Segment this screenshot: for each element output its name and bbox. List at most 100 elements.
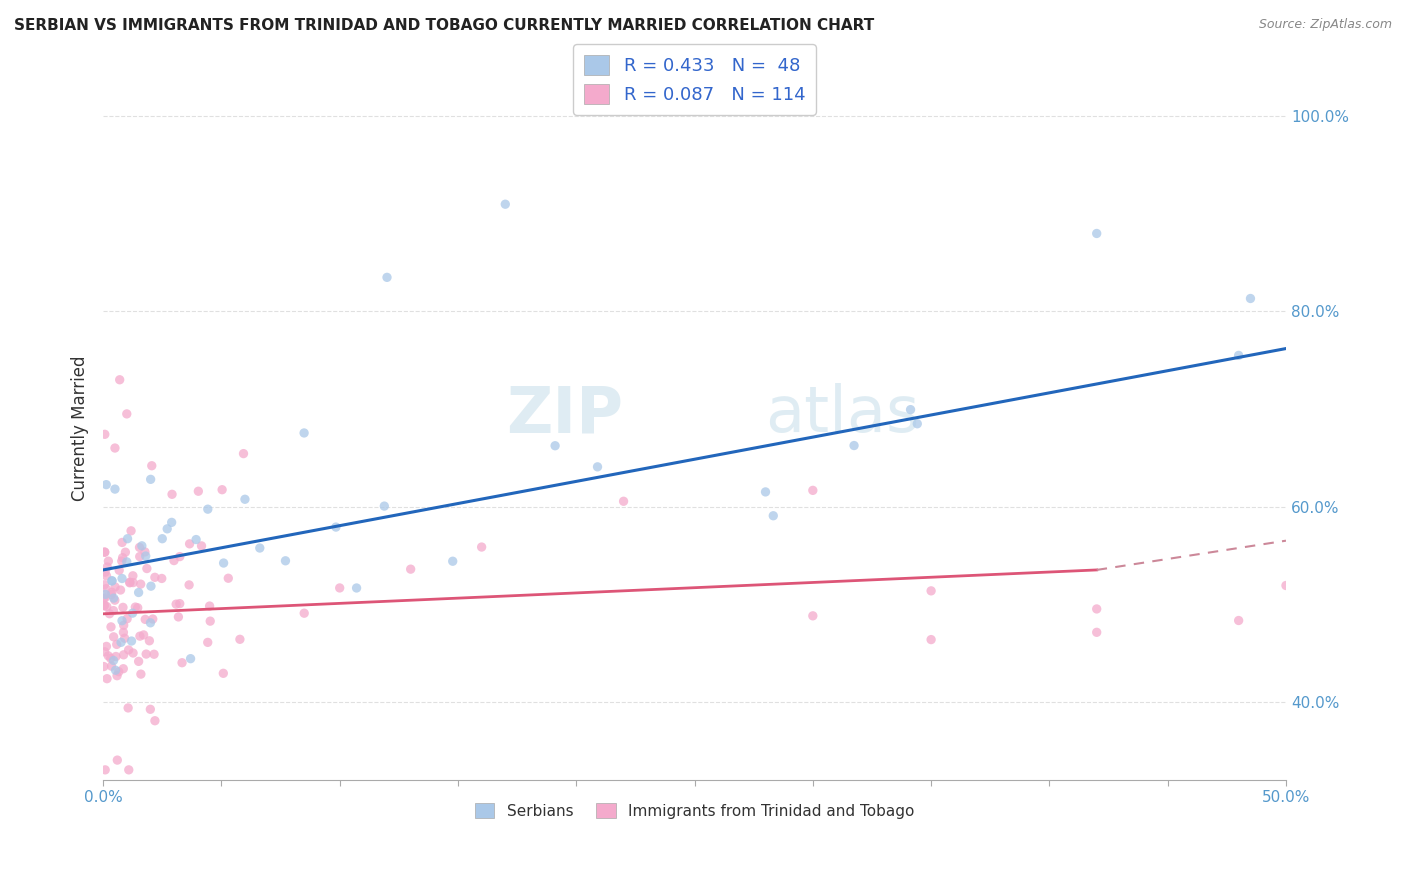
Point [96, 569, 118, 583]
Point [160, 516, 183, 530]
Point [111, 535, 134, 549]
Text: SERBIAN VS IMMIGRANTS FROM TRINIDAD AND TOBAGO CURRENTLY MARRIED CORRELATION CHA: SERBIAN VS IMMIGRANTS FROM TRINIDAD AND … [14, 18, 875, 33]
Point [104, 593, 127, 607]
Point [100, 651, 122, 665]
Point [96, 640, 118, 654]
Point [104, 482, 127, 496]
Point [96, 672, 118, 686]
Point [167, 610, 190, 624]
Point [139, 579, 162, 593]
Point [112, 662, 135, 676]
Point [134, 612, 156, 626]
Point [121, 634, 143, 648]
Point [150, 571, 173, 585]
Point [200, 614, 222, 628]
Point [586, 459, 609, 474]
Point [122, 569, 145, 583]
Point [111, 550, 134, 565]
Point [103, 630, 125, 644]
Point [900, 402, 922, 417]
Point [471, 540, 494, 554]
Legend: Serbians, Immigrants from Trinidad and Tobago: Serbians, Immigrants from Trinidad and T… [468, 797, 921, 824]
Point [1239, 292, 1261, 306]
Point [128, 541, 150, 555]
Point [107, 665, 129, 679]
Point [94, 427, 117, 442]
Point [1227, 614, 1250, 628]
Point [110, 582, 132, 597]
Point [93, 591, 115, 606]
Point [93, 659, 115, 673]
Point [96, 599, 118, 614]
Point [105, 637, 128, 651]
Point [101, 574, 124, 588]
Point [329, 581, 352, 595]
Point [177, 578, 200, 592]
Point [1085, 625, 1108, 640]
Point [98, 607, 121, 621]
Point [108, 373, 131, 387]
Point [117, 701, 139, 715]
Point [1085, 602, 1108, 616]
Point [1275, 578, 1298, 592]
Point [121, 606, 143, 620]
Point [93, 598, 115, 612]
Point [110, 635, 132, 649]
Point [169, 597, 191, 611]
Point [212, 556, 235, 570]
Point [197, 502, 219, 516]
Point [114, 545, 136, 559]
Point [115, 612, 138, 626]
Point [128, 585, 150, 599]
Point [801, 483, 824, 498]
Point [128, 549, 150, 564]
Point [94, 565, 117, 579]
Point [170, 656, 193, 670]
Point [103, 591, 125, 606]
Point [111, 600, 134, 615]
Point [1085, 227, 1108, 241]
Point [1227, 348, 1250, 362]
Point [112, 625, 135, 640]
Point [229, 632, 252, 647]
Point [544, 439, 567, 453]
Point [211, 483, 233, 497]
Point [132, 628, 155, 642]
Point [100, 620, 122, 634]
Point [233, 492, 256, 507]
Point [190, 539, 212, 553]
Point [114, 632, 136, 646]
Point [128, 654, 150, 668]
Point [129, 629, 152, 643]
Point [111, 572, 134, 586]
Point [292, 425, 315, 440]
Point [441, 554, 464, 568]
Point [399, 562, 422, 576]
Point [613, 494, 636, 508]
Point [115, 555, 138, 569]
Point [143, 647, 166, 661]
Point [104, 663, 127, 677]
Point [842, 438, 865, 452]
Point [117, 532, 139, 546]
Point [96, 560, 118, 574]
Point [160, 487, 183, 501]
Point [120, 524, 142, 538]
Point [105, 753, 128, 767]
Point [801, 608, 824, 623]
Point [217, 571, 239, 585]
Y-axis label: Currently Married: Currently Married [72, 356, 89, 501]
Point [122, 646, 145, 660]
Point [94, 582, 117, 596]
Point [762, 508, 785, 523]
Point [143, 570, 166, 584]
Point [111, 554, 134, 568]
Point [143, 714, 166, 728]
Point [135, 549, 157, 563]
Point [129, 667, 152, 681]
Point [96, 477, 118, 491]
Point [103, 604, 125, 618]
Point [135, 647, 157, 661]
Point [494, 197, 516, 211]
Text: atlas: atlas [765, 384, 920, 445]
